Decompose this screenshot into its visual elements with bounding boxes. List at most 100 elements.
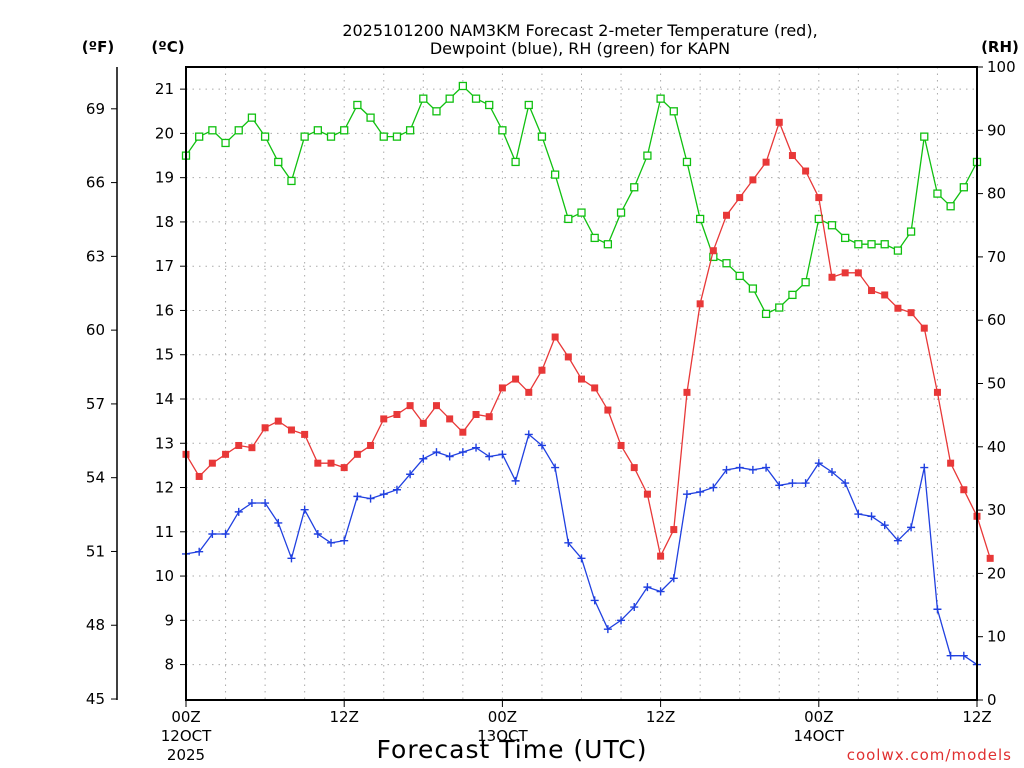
x-axis-title: Forecast Time (UTC) <box>377 735 648 764</box>
dewpoint-point <box>907 523 916 532</box>
rh-point <box>590 233 599 243</box>
c-tick-label: 20 <box>155 124 174 142</box>
c-tick-label: 11 <box>155 523 174 541</box>
temperature-point <box>446 415 454 423</box>
rh-tick-label: 40 <box>987 438 1006 456</box>
rh-point <box>195 132 204 141</box>
rh-point <box>379 132 388 141</box>
dewpoint-point <box>340 536 349 545</box>
temperature-point <box>960 486 968 494</box>
celsius-axis: 8 9 10 11 12 13 14 15 16 17 18 19 20 21 <box>155 80 186 674</box>
rh-point <box>419 94 428 103</box>
temperature-point <box>802 167 810 175</box>
temperature-point <box>551 333 559 341</box>
dewpoint-point <box>959 651 968 660</box>
rh-tick-label: 0 <box>987 691 997 709</box>
rh-point <box>854 240 863 249</box>
rh-tick-label: 90 <box>987 121 1006 139</box>
dewpoint-point <box>287 554 296 563</box>
dewpoint-point <box>274 518 283 527</box>
temperature-point <box>485 413 493 421</box>
plot-frame <box>185 66 978 701</box>
dewpoint-point <box>327 538 336 547</box>
rh-point <box>287 176 296 186</box>
dewpoint-point <box>735 463 744 472</box>
dewpoint-point <box>537 441 546 450</box>
x-tick-label-time: 00Z <box>804 708 833 726</box>
rh-point <box>550 170 560 179</box>
rh-point <box>234 126 243 135</box>
dewpoint-point <box>247 499 256 508</box>
temperature-point <box>419 419 427 427</box>
rh-point <box>933 189 942 198</box>
dewpoint-point <box>827 468 836 477</box>
rh-point <box>946 202 955 211</box>
temperature-point <box>525 388 533 396</box>
grid-lines <box>186 67 977 700</box>
dewpoint-point <box>432 448 441 457</box>
rh-point <box>735 271 744 281</box>
dewpoint-point <box>867 512 876 521</box>
x-tick-label-time: 00Z <box>171 708 200 726</box>
temperature-point <box>314 459 322 467</box>
rh-point <box>616 208 626 217</box>
temperature-point <box>643 490 651 498</box>
temperature-point <box>261 424 269 432</box>
rh-point <box>445 94 454 103</box>
rh-point <box>564 214 573 224</box>
temperature-point <box>617 441 625 449</box>
rh-point <box>814 214 823 224</box>
temperature-point <box>736 194 744 202</box>
rh-point <box>498 126 507 135</box>
dewpoint-point <box>801 479 810 488</box>
temperature-point <box>907 309 915 317</box>
rh-tick-label: 30 <box>987 501 1006 519</box>
rh-point <box>511 157 520 167</box>
temperature-point <box>749 176 757 184</box>
dewpoint-point <box>920 463 929 472</box>
dewpoint-point <box>669 574 678 583</box>
f-tick-label: 48 <box>86 616 105 634</box>
temperature-point <box>630 464 638 472</box>
rh-point <box>313 126 322 135</box>
dewpoint-point <box>445 452 454 461</box>
rh-point <box>643 151 652 160</box>
rh-point <box>458 81 468 91</box>
dewpoint-point <box>590 596 599 605</box>
dewpoint-point <box>722 465 731 474</box>
x-tick-label-date: 12OCT <box>161 727 212 745</box>
rh-point <box>748 284 758 293</box>
dewpoint-point <box>379 490 388 499</box>
rh-point <box>893 246 903 255</box>
temperature-point <box>274 417 282 425</box>
temperature-point <box>538 366 546 374</box>
rh-point <box>722 259 731 268</box>
rh-tick-label: 70 <box>987 248 1006 266</box>
temperature-point <box>894 304 902 312</box>
rh-point <box>788 290 797 300</box>
dewpoint-point <box>946 651 955 660</box>
c-tick-label: 19 <box>155 169 174 187</box>
dewpoint-point <box>933 605 942 614</box>
dewpoint-point <box>656 587 665 596</box>
c-tick-label: 15 <box>155 346 174 364</box>
temperature-point <box>406 402 414 410</box>
rh-point <box>537 132 547 141</box>
dewpoint-point <box>353 492 362 501</box>
f-tick-label: 63 <box>86 247 105 265</box>
temperature-point <box>947 459 955 467</box>
f-tick-label: 60 <box>86 321 105 339</box>
rh-point <box>353 100 362 110</box>
temperature-point <box>933 388 941 396</box>
temperature-point <box>696 300 704 308</box>
c-tick-label: 10 <box>155 567 174 585</box>
rh-point <box>366 113 375 122</box>
rh-point <box>603 240 613 249</box>
dewpoint-point <box>643 583 652 592</box>
dewpoint-point <box>893 536 902 545</box>
f-tick-label: 45 <box>86 690 105 708</box>
dewpoint-point <box>775 481 784 490</box>
dewpoint-point <box>617 616 626 625</box>
dewpoint-point <box>366 494 375 503</box>
temperature-point <box>459 428 467 436</box>
